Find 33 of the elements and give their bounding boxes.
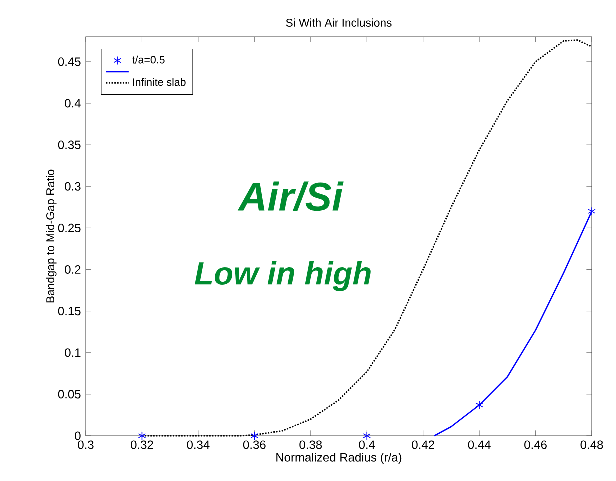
x-tick-label: 0.4 — [359, 440, 376, 450]
x-tick-label: 0.38 — [300, 440, 322, 450]
y-tick-label: 0.45 — [58, 58, 81, 66]
y-tick-label: 0.1 — [65, 348, 81, 358]
x-tick-label: 0.32 — [131, 440, 154, 450]
point — [250, 432, 259, 440]
y-tick-label: 0.3 — [65, 182, 81, 191]
legend-label: t/a=0.5 — [132, 56, 165, 64]
line-series — [434, 210, 593, 437]
y-tick-label: 0.15 — [58, 307, 81, 316]
annotation: Air/Si — [238, 182, 344, 212]
x-tick-label: 0.36 — [243, 440, 266, 450]
y-tick-label: 0.25 — [58, 224, 81, 232]
y-axis-title: Bandgap to Mid-Gap Ratio — [46, 170, 57, 303]
x-tick-label: 0.34 — [187, 440, 210, 450]
y-tick-label: 0.35 — [58, 140, 81, 150]
point — [138, 432, 146, 440]
point — [476, 400, 484, 410]
x-tick-label: 0.46 — [524, 440, 547, 450]
point — [588, 207, 596, 216]
annotation: Low in high — [195, 261, 371, 292]
x-tick-label: 0.42 — [412, 440, 434, 450]
y-tick-label: 0 — [75, 432, 81, 440]
legend-label: Infinite slab — [133, 78, 186, 86]
y-tick-label: 0.4 — [65, 99, 81, 108]
y-tick-label: 0.05 — [58, 390, 81, 399]
y-tick-label: 0.2 — [65, 265, 81, 274]
x-tick-label: 0.3 — [78, 440, 94, 450]
point — [363, 432, 371, 440]
x-axis-title: Normalized Radius (r/a) — [276, 453, 402, 464]
chart-title: Si With Air Inclusions — [286, 18, 392, 27]
x-tick-label: 0.48 — [580, 440, 604, 450]
x-tick-label: 0.44 — [468, 440, 491, 450]
